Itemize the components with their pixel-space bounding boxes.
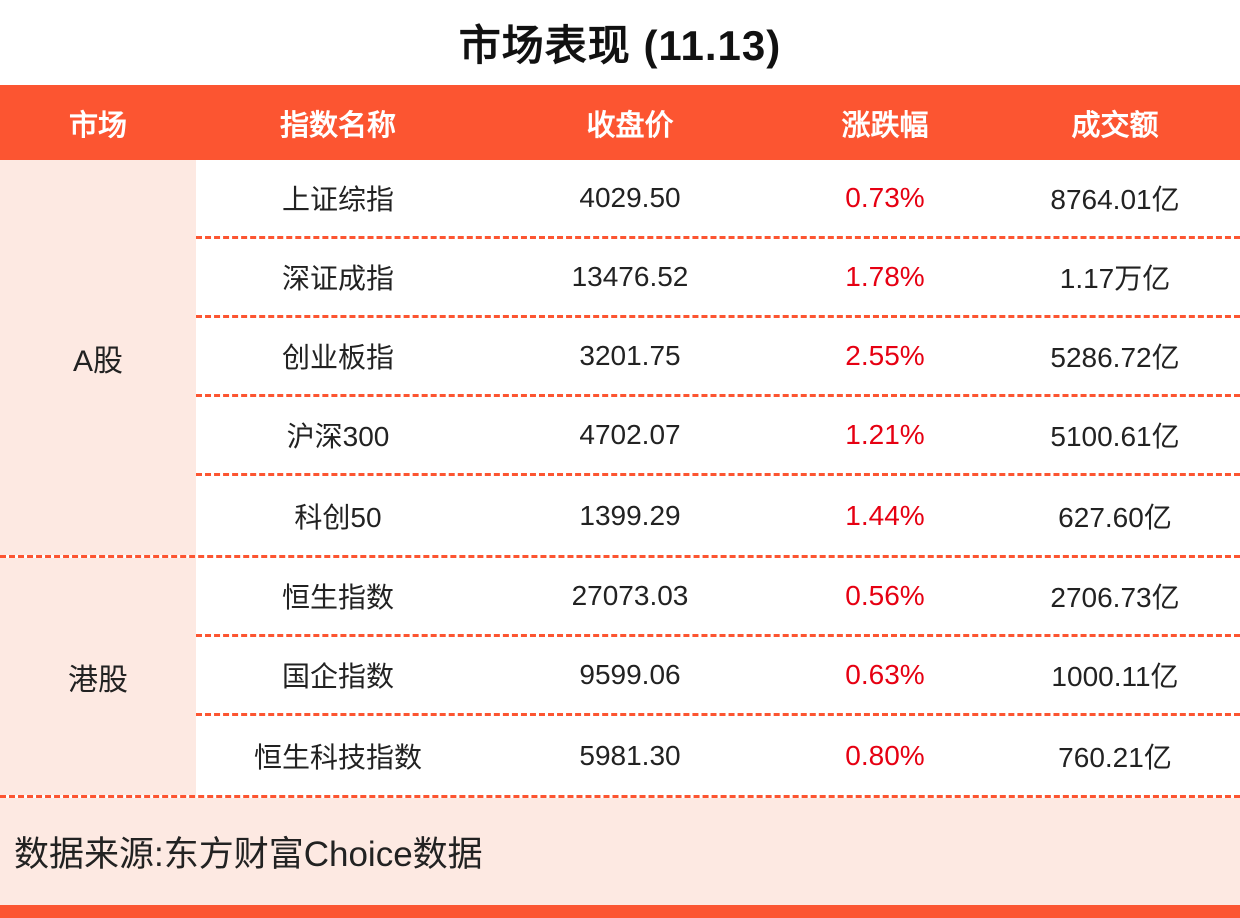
- table-row: 科创50 1399.29 1.44% 627.60亿: [196, 476, 1240, 555]
- change-pct-cell: 0.80%: [845, 739, 925, 771]
- market-label: 港股: [0, 558, 196, 795]
- index-name-cell: 恒生科技指数: [253, 741, 422, 773]
- close-price-cell: 1399.29: [579, 499, 681, 531]
- change-pct-cell: 0.56%: [845, 580, 925, 611]
- data-source-bar: 数据来源:东方财富Choice数据: [0, 798, 1240, 905]
- change-pct-cell: 1.44%: [845, 499, 925, 531]
- close-price-cell: 27073.03: [571, 580, 689, 611]
- table-row: 创业板指 3201.75 2.55% 5286.72亿: [196, 318, 1240, 397]
- close-price-cell: 9599.06: [579, 659, 681, 690]
- change-pct-cell: 2.55%: [845, 340, 925, 371]
- index-name-cell: 深证成指: [281, 263, 394, 294]
- header-turnover: 成交额: [1071, 109, 1159, 142]
- turnover-cell: 1000.11亿: [1051, 661, 1179, 692]
- table-row: 沪深300 4702.07 1.21% 5100.61亿: [196, 397, 1240, 476]
- index-name-cell: 科创50: [294, 501, 382, 533]
- table-row: 恒生指数 27073.03 0.56% 2706.73亿: [196, 558, 1240, 637]
- close-price-cell: 4702.07: [579, 419, 681, 450]
- bottom-accent-bar: [0, 905, 1240, 918]
- table-row: 恒生科技指数 5981.30 0.80% 760.21亿: [196, 716, 1240, 795]
- header-index-name: 指数名称: [279, 109, 396, 142]
- page-title: 市场表现 (11.13): [458, 22, 782, 69]
- turnover-cell: 760.21亿: [1058, 741, 1172, 773]
- change-pct-cell: 1.78%: [845, 261, 925, 292]
- market-group-a-shares: A股 上证综指 4029.50 0.73% 8764.01亿 深证成指 1347…: [0, 160, 1240, 558]
- turnover-cell: 8764.01亿: [1050, 184, 1180, 215]
- data-source-text: 数据来源:东方财富Choice数据: [14, 835, 483, 874]
- close-price-cell: 4029.50: [579, 182, 681, 213]
- market-label: A股: [0, 160, 196, 555]
- group-rows: 上证综指 4029.50 0.73% 8764.01亿 深证成指 13476.5…: [196, 160, 1240, 555]
- header-change: 涨跌幅: [841, 109, 929, 142]
- table-row: 上证综指 4029.50 0.73% 8764.01亿: [196, 160, 1240, 239]
- turnover-cell: 1.17万亿: [1059, 263, 1171, 294]
- index-name-cell: 恒生指数: [281, 582, 394, 613]
- change-pct-cell: 0.63%: [845, 659, 925, 690]
- table-row: 国企指数 9599.06 0.63% 1000.11亿: [196, 637, 1240, 716]
- table-header: 市场 指数名称 收盘价 涨跌幅 成交额: [0, 85, 1240, 160]
- group-rows: 恒生指数 27073.03 0.56% 2706.73亿 国企指数 9599.0…: [196, 558, 1240, 795]
- turnover-cell: 5286.72亿: [1050, 342, 1180, 373]
- index-name-cell: 沪深300: [286, 421, 390, 452]
- market-group-hk-shares: 港股 恒生指数 27073.03 0.56% 2706.73亿 国企指数 959…: [0, 558, 1240, 798]
- index-name-cell: 上证综指: [281, 184, 394, 215]
- header-market: 市场: [68, 109, 127, 142]
- change-pct-cell: 1.21%: [845, 419, 925, 450]
- turnover-cell: 5100.61亿: [1050, 421, 1180, 452]
- turnover-cell: 2706.73亿: [1050, 582, 1180, 613]
- index-name-cell: 创业板指: [281, 342, 394, 373]
- close-price-cell: 3201.75: [579, 340, 681, 371]
- close-price-cell: 5981.30: [579, 739, 681, 771]
- change-pct-cell: 0.73%: [845, 182, 925, 213]
- table-row: 深证成指 13476.52 1.78% 1.17万亿: [196, 239, 1240, 318]
- close-price-cell: 13476.52: [571, 261, 689, 292]
- header-close: 收盘价: [586, 109, 674, 142]
- index-name-cell: 国企指数: [281, 661, 394, 692]
- turnover-cell: 627.60亿: [1058, 501, 1172, 533]
